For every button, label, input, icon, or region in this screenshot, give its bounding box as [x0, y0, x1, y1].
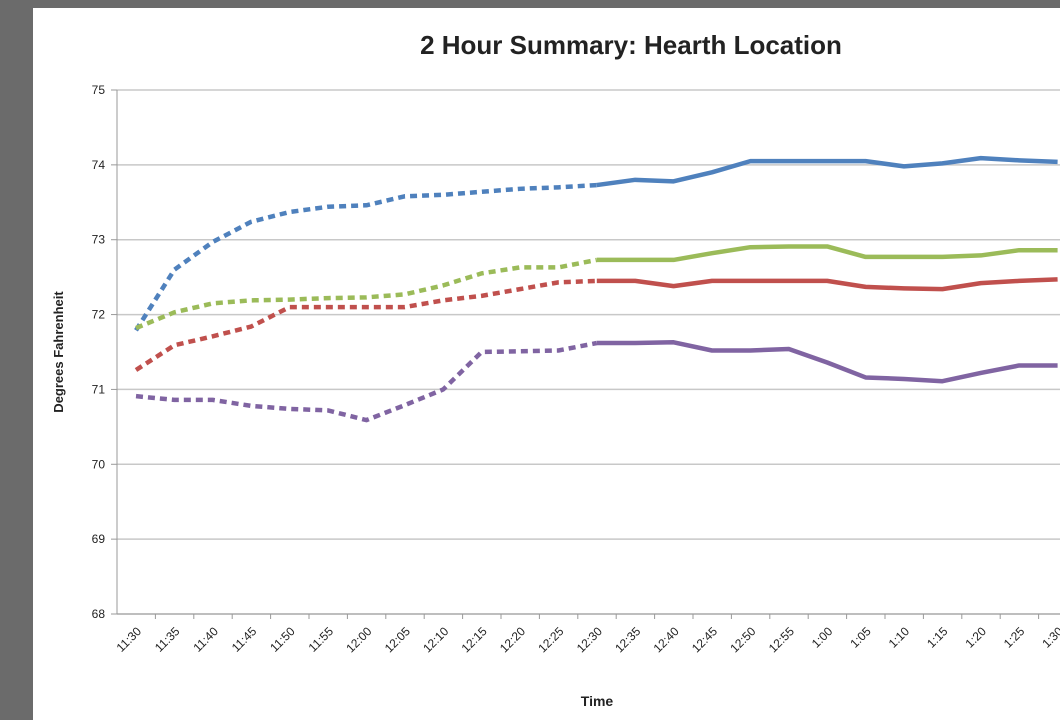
- chart-title: 2 Hour Summary: Hearth Location: [420, 30, 842, 60]
- solid-line: [596, 244, 1058, 263]
- chart-panel: [33, 8, 1060, 720]
- y-tick-label: 73: [92, 233, 106, 247]
- x-axis-title: Time: [581, 693, 614, 709]
- y-tick-label: 72: [92, 308, 106, 322]
- y-tick-label: 74: [92, 158, 106, 172]
- solid-line: [596, 340, 1058, 384]
- dashed-line: [135, 340, 598, 423]
- dashed-line: [135, 257, 598, 331]
- y-tick-label: 68: [92, 607, 106, 621]
- y-axis-title: Degrees Fahrenheit: [51, 291, 66, 413]
- y-tick-label: 70: [92, 457, 106, 471]
- y-tick-label: 75: [92, 83, 106, 97]
- dashed-line: [134, 182, 597, 332]
- solid-line: [596, 155, 1058, 188]
- y-tick-label: 71: [92, 382, 106, 396]
- solid-line: [596, 277, 1058, 292]
- dashed-line: [134, 278, 597, 372]
- y-tick-label: 69: [92, 532, 106, 546]
